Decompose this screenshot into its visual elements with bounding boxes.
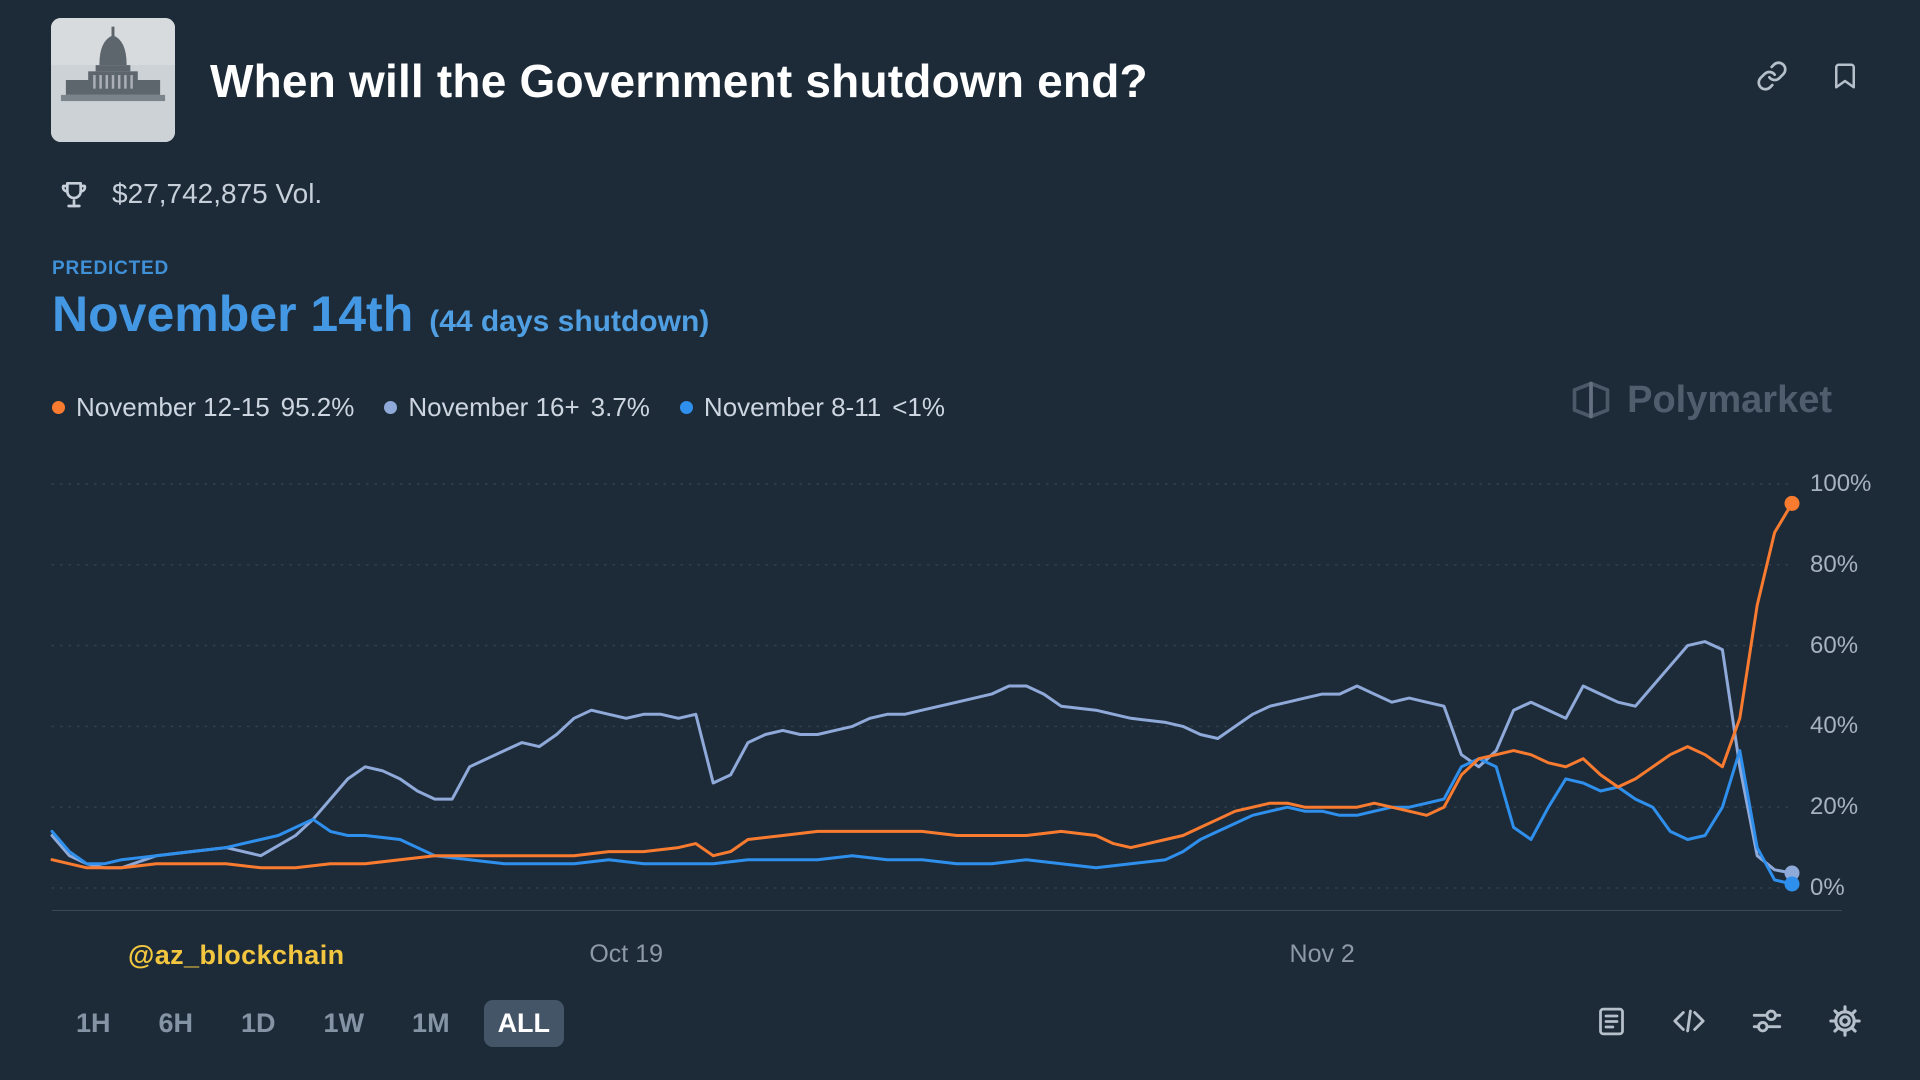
series-line-november-8-11 [50,749,1794,886]
y-axis-label: 0% [1810,874,1845,901]
legend-item-november-12-15[interactable]: November 12-15 95.2% [52,392,354,423]
credit-watermark: @az_blockchain [128,940,345,970]
series-end-dot [1784,495,1800,511]
chart-toolbar [1595,1004,1862,1038]
legend-label: November 16+ [408,392,580,422]
legend-dot-orange [52,401,65,414]
series-line-november-16- [50,640,1794,875]
y-axis-label: 100% [1810,470,1872,497]
capitol-image-icon [51,18,175,142]
legend-label: November 8-11 [703,392,882,422]
sliders-icon[interactable] [1750,1004,1784,1038]
timeframe-1h-button[interactable]: 1H [62,1000,125,1047]
legend-dot-lightblue [384,401,398,414]
volume-text: $27,742,875 Vol. [112,178,323,209]
x-axis-label: Oct 19 [589,940,664,968]
polymarket-watermark: Polymarket [1569,378,1832,422]
y-axis-label: 80% [1810,550,1859,578]
series-line-november-12-15 [50,501,1794,870]
timeframe-all-button[interactable]: ALL [483,1000,565,1047]
predicted-label: PREDICTED [52,258,169,279]
page-title: When will the Government shutdown end? [210,55,1148,107]
timeframe-1m-button[interactable]: 1M [398,1000,464,1047]
predicted-duration: (44 days shutdown) [429,305,710,338]
predicted-value: November 14th [52,286,414,342]
x-axis-label: Nov 2 [1289,940,1355,968]
bookmark-icon[interactable] [1830,61,1860,91]
y-axis-label: 20% [1810,793,1859,821]
volume-row: $27,742,875 Vol. [58,178,322,210]
link-icon[interactable] [1756,60,1788,92]
legend-dot-blue [679,401,693,414]
y-axis-label: 60% [1810,631,1859,659]
y-axis-label: 40% [1810,712,1859,740]
x-axis-line [52,910,1842,911]
market-avatar [51,18,175,142]
legend-label: November 12-15 [76,392,270,422]
chart-legend: November 12-15 95.2% November 16+ 3.7% N… [52,392,945,423]
embed-code-icon[interactable] [1672,1004,1706,1038]
legend-value: <1% [892,392,945,422]
trophy-icon [58,178,90,210]
timeframe-6h-button[interactable]: 6H [145,1000,208,1047]
gear-icon[interactable] [1828,1004,1862,1038]
legend-item-november-8-11[interactable]: November 8-11 <1% [679,392,945,423]
predicted-outcome: November 14th (44 days shutdown) [52,285,709,343]
legend-value: 3.7% [590,392,650,422]
timeframe-1d-button[interactable]: 1D [227,1000,290,1047]
news-icon[interactable] [1595,1005,1628,1038]
polymarket-brand-text: Polymarket [1627,378,1832,421]
price-chart[interactable]: 0% 20% 40% 60% 80% 100% Oct 19 Nov 2 [50,470,1871,968]
legend-item-november-16-plus[interactable]: November 16+ 3.7% [384,392,650,423]
polymarket-logo-icon [1572,381,1610,419]
legend-value: 95.2% [280,392,355,422]
series-end-dot [1784,876,1800,892]
header-actions [1756,60,1860,92]
timeframe-selector: 1H 6H 1D 1W 1M ALL [62,1000,565,1047]
timeframe-1w-button[interactable]: 1W [310,1000,379,1047]
series-end-dot [1784,865,1800,881]
